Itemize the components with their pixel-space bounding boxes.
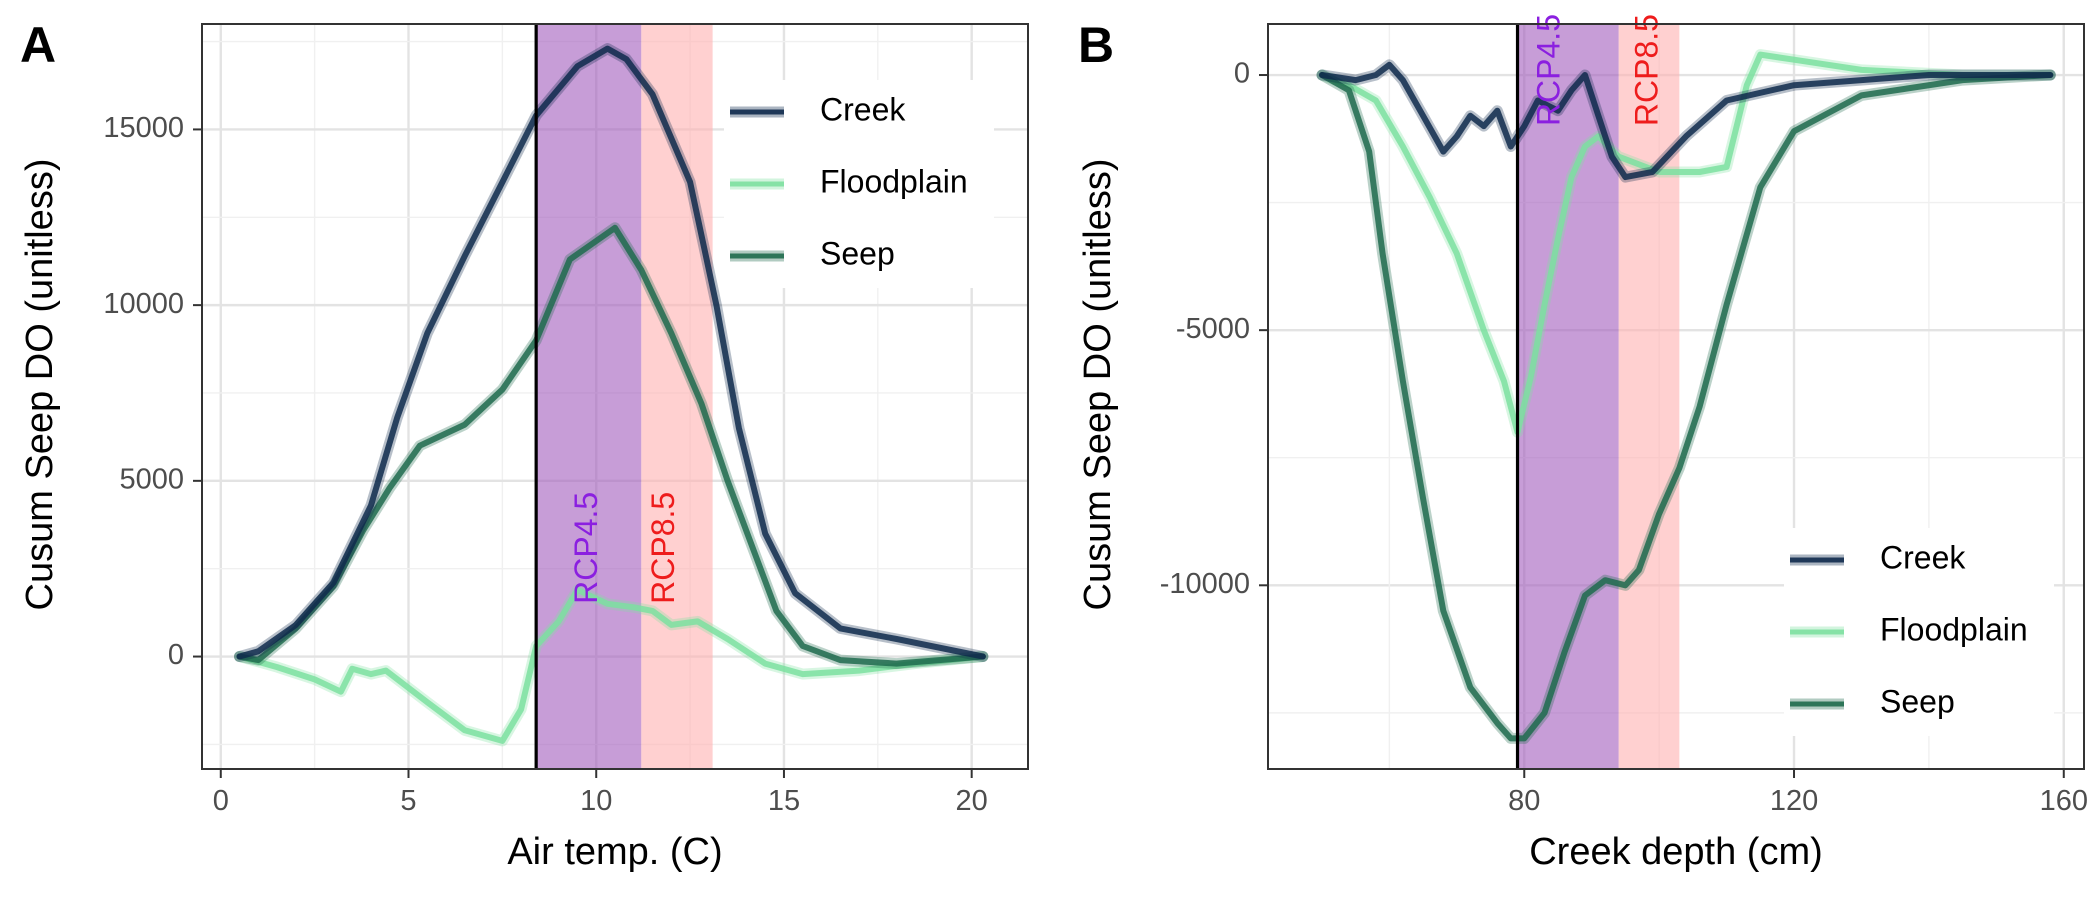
legend: Creek Floodplain Seep (724, 80, 994, 288)
band-label-rcp45: RCP4.5 (1531, 14, 1567, 126)
y-tick-label: -10000 (1160, 568, 1250, 600)
legend-label-creek: Creek (820, 91, 906, 127)
legend-label-floodplain: Floodplain (820, 163, 968, 199)
x-tick-label: 160 (2040, 785, 2088, 817)
legend: Creek Floodplain Seep (1784, 528, 2054, 736)
series-line-creek (1319, 61, 2054, 181)
y-tick-label: -5000 (1176, 313, 1250, 345)
x-tick-label: 80 (1508, 785, 1540, 817)
x-tick-label: 10 (580, 785, 612, 817)
plot-border (201, 23, 1029, 770)
legend-label-seep: Seep (820, 235, 895, 271)
panel-b: RCP4.5 RCP8.5 80 120 160 0 -5000 -10000 Creek de… (1077, 14, 2088, 873)
series-lines (234, 43, 989, 747)
y-tick-label: 10000 (103, 288, 184, 320)
legend-label-seep: Seep (1880, 683, 1955, 719)
panel-label: A (20, 17, 56, 73)
plot-border (1267, 23, 2085, 770)
y-tick-label: 0 (168, 639, 184, 671)
y-axis-title: Cusum Seep DO (unitless) (1077, 159, 1119, 611)
legend-label-creek: Creek (1880, 539, 1966, 575)
panel-label: B (1078, 17, 1114, 73)
x-tick-label: 5 (400, 785, 416, 817)
band-label-rcp45: RCP4.5 (568, 492, 604, 604)
panel-a: RCP4.5 RCP8.5 0 5 10 15 20 0 5000 10000 15000 Air t… (19, 17, 1029, 873)
x-tick-label: 15 (768, 785, 800, 817)
y-tick-label: 5000 (119, 463, 184, 495)
y-tick-label: 15000 (103, 112, 184, 144)
band-label-rcp85: RCP8.5 (1628, 14, 1664, 126)
y-tick-label: 0 (1234, 58, 1250, 90)
scenario-bands (536, 24, 713, 769)
series-lines (1316, 49, 2056, 744)
y-axis-title: Cusum Seep DO (unitless) (19, 159, 61, 611)
series-line-floodplain (1319, 51, 2054, 436)
scenario-bands (1517, 24, 1680, 769)
x-axis-title: Air temp. (C) (507, 831, 722, 873)
legend-label-floodplain: Floodplain (1880, 611, 2028, 647)
band-rcp85 (1618, 24, 1680, 769)
series-line-creek (236, 45, 986, 660)
x-tick-label: 0 (213, 785, 229, 817)
band-rcp45 (536, 24, 642, 769)
series-line-seep (1319, 72, 2054, 742)
x-tick-label: 20 (956, 785, 988, 817)
x-axis-title: Creek depth (cm) (1529, 831, 1823, 873)
x-tick-label: 120 (1770, 785, 1818, 817)
series-line-floodplain (236, 586, 986, 744)
band-label-rcp85: RCP8.5 (645, 492, 681, 604)
